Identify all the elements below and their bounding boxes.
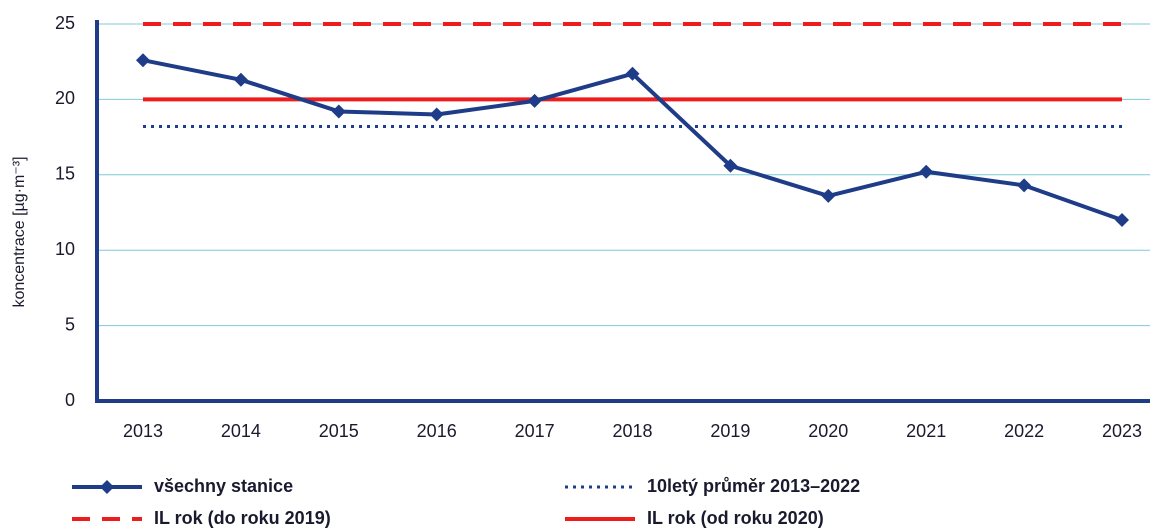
data-point [233,72,248,87]
x-tick-label: 2021 [906,421,946,441]
data-point [527,93,542,108]
x-tick-label: 2018 [612,421,652,441]
data-point [1115,213,1129,228]
y-tick-label: 20 [55,88,75,108]
x-tick-label: 2017 [515,421,555,441]
x-tick-label: 2023 [1102,421,1142,441]
y-tick-label: 0 [65,390,75,410]
series-line [142,58,1123,222]
legend-label: IL rok (od roku 2020) [647,508,824,528]
data-point [821,188,836,203]
data-point [331,104,346,119]
legend-label: 10letý průměr 2013–2022 [647,476,860,496]
x-tick-label: 2022 [1004,421,1044,441]
y-tick-label: 5 [65,314,75,334]
data-point [919,164,934,179]
legend-label: všechny stanice [154,476,293,496]
legend-label: IL rok (do roku 2019) [154,508,331,528]
y-tick-label: 25 [55,13,75,33]
data-point [429,107,444,122]
y-tick-label: 15 [55,164,75,184]
x-tick-label: 2020 [808,421,848,441]
y-tick-label: 10 [55,239,75,259]
x-tick-label: 2013 [123,421,163,441]
x-tick-label: 2015 [319,421,359,441]
legend-marker [100,480,114,494]
data-point [1017,178,1032,193]
data-point [625,66,640,81]
y-axis-label: koncentrace [µg·m⁻³] [11,156,28,307]
data-point [136,53,150,68]
x-tick-label: 2014 [221,421,261,441]
x-tick-label: 2016 [417,421,457,441]
data-point [723,158,738,173]
x-tick-label: 2019 [710,421,750,441]
